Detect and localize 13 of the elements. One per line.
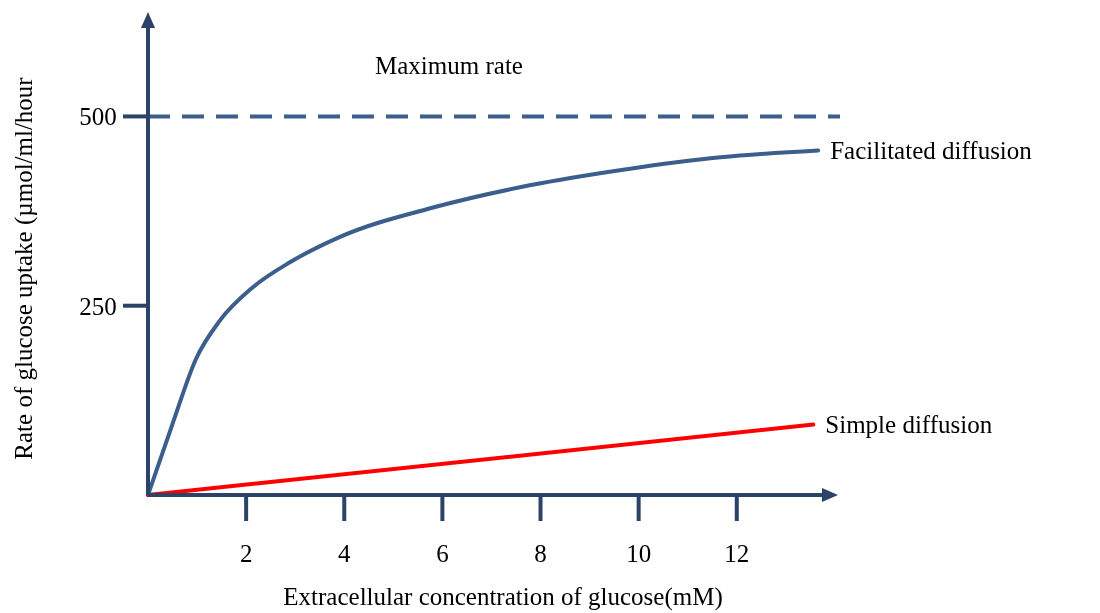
x-tick-label: 2 — [239, 540, 253, 567]
x-tick-label: 10 — [626, 540, 652, 567]
y-tick-label: 250 — [79, 292, 117, 320]
series-label: Facilitated diffusion — [830, 136, 1033, 164]
y-axis-title: Rate of glucose uptake (µmol/ml/hour — [10, 76, 38, 460]
series-label: Simple diffusion — [825, 410, 993, 438]
x-axis-title: Extracellular concentration of glucose(mM) — [283, 583, 723, 611]
x-tick-label: 4 — [338, 540, 352, 567]
x-tick-label: 6 — [436, 540, 449, 567]
ref-line-label: Maximum rate — [375, 52, 523, 80]
x-tick-label: 8 — [534, 540, 547, 567]
x-tick-label: 12 — [724, 540, 750, 567]
y-tick-label: 500 — [79, 103, 117, 131]
